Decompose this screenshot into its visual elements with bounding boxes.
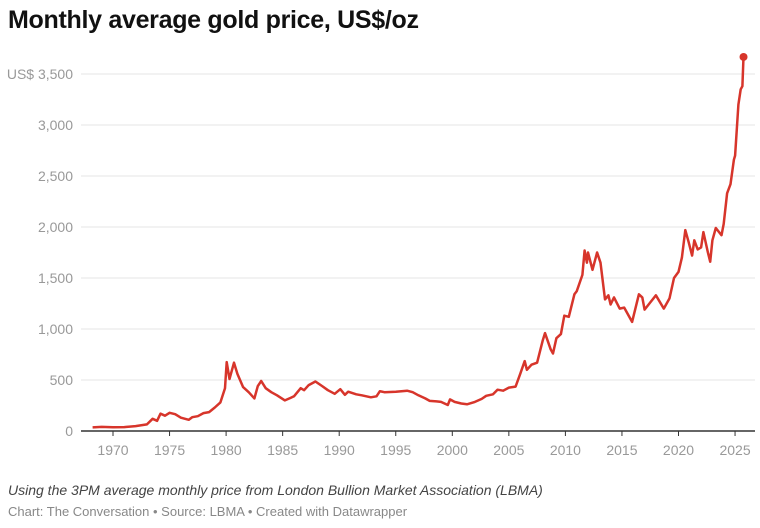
y-tick-label: 3,000	[38, 117, 73, 133]
y-tick-label: 2,000	[38, 219, 73, 235]
chart-note: Using the 3PM average monthly price from…	[8, 482, 543, 498]
x-tick-label: 2025	[719, 442, 750, 458]
chart-title: Monthly average gold price, US$/oz	[8, 6, 419, 34]
x-tick-label: 1995	[380, 442, 411, 458]
end-point-marker	[739, 52, 748, 61]
y-tick-label: US$ 3,500	[7, 66, 73, 82]
x-tick-label: 1985	[267, 442, 298, 458]
chart-source: Chart: The Conversation • Source: LBMA •…	[8, 504, 408, 519]
y-tick-label: 1,000	[38, 321, 73, 337]
x-tick-label: 2010	[550, 442, 581, 458]
y-tick-label: 1,500	[38, 270, 73, 286]
x-tick-label: 1970	[97, 442, 128, 458]
x-tick-label: 2020	[663, 442, 694, 458]
x-tick-label: 1975	[154, 442, 185, 458]
y-tick-label: 2,500	[38, 168, 73, 184]
x-tick-label: 1990	[324, 442, 355, 458]
x-tick-label: 2015	[606, 442, 637, 458]
y-tick-label: 0	[65, 423, 73, 439]
y-tick-label: 500	[50, 372, 74, 388]
x-tick-label: 1980	[211, 442, 242, 458]
gold-price-line	[92, 56, 745, 429]
x-tick-label: 2005	[493, 442, 524, 458]
x-tick-label: 2000	[437, 442, 468, 458]
